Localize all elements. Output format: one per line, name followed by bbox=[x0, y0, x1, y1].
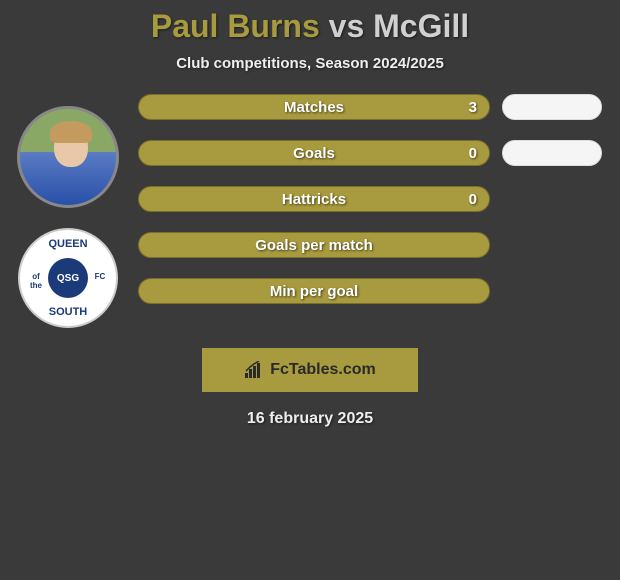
chart-icon bbox=[244, 361, 264, 379]
footer: FcTables.com 16 february 2025 bbox=[0, 348, 620, 428]
left-column: QUEEN of the QSG FC SOUTH bbox=[8, 94, 128, 328]
vs-label: vs bbox=[329, 8, 365, 44]
page-title: Paul Burns vs McGill bbox=[0, 8, 620, 45]
stat-value: 0 bbox=[469, 145, 477, 162]
stat-bar: Goals per match bbox=[138, 232, 490, 258]
stat-label: Matches bbox=[284, 99, 344, 116]
club-logo-top: QUEEN bbox=[48, 238, 87, 250]
club-logo: QUEEN of the QSG FC SOUTH bbox=[18, 228, 118, 328]
stat-bar: Goals 0 bbox=[138, 140, 490, 166]
comparison-pill bbox=[502, 94, 602, 120]
club-logo-center: QSG bbox=[48, 258, 88, 298]
stat-value: 0 bbox=[469, 191, 477, 208]
subtitle: Club competitions, Season 2024/2025 bbox=[0, 55, 620, 72]
stat-label: Hattricks bbox=[282, 191, 346, 208]
player2-name: McGill bbox=[373, 8, 469, 44]
stat-value: 3 bbox=[469, 99, 477, 116]
stat-label: Goals bbox=[293, 145, 335, 162]
stat-row-goals: Goals 0 bbox=[138, 140, 602, 166]
stat-bar: Hattricks 0 bbox=[138, 186, 490, 212]
stats-column: Matches 3 Goals 0 Hattricks 0 bbox=[128, 94, 612, 304]
club-logo-right: FC bbox=[90, 272, 110, 281]
club-logo-bottom: SOUTH bbox=[49, 306, 88, 318]
comparison-card: Paul Burns vs McGill Club competitions, … bbox=[0, 0, 620, 428]
stat-label: Min per goal bbox=[270, 283, 358, 300]
stat-row-mpg: Min per goal bbox=[138, 278, 602, 304]
brand-text: FcTables.com bbox=[270, 361, 376, 379]
comparison-pill bbox=[502, 140, 602, 166]
player-avatar bbox=[17, 106, 119, 208]
stat-row-gpm: Goals per match bbox=[138, 232, 602, 258]
date-label: 16 february 2025 bbox=[247, 410, 373, 428]
main-content: QUEEN of the QSG FC SOUTH Matches 3 Goal… bbox=[0, 94, 620, 328]
stat-bar: Min per goal bbox=[138, 278, 490, 304]
stat-row-matches: Matches 3 bbox=[138, 94, 602, 120]
stat-bar: Matches 3 bbox=[138, 94, 490, 120]
player1-name: Paul Burns bbox=[151, 8, 320, 44]
brand-badge[interactable]: FcTables.com bbox=[202, 348, 418, 392]
club-logo-left: of the bbox=[26, 272, 46, 290]
stat-row-hattricks: Hattricks 0 bbox=[138, 186, 602, 212]
stat-label: Goals per match bbox=[255, 237, 373, 254]
